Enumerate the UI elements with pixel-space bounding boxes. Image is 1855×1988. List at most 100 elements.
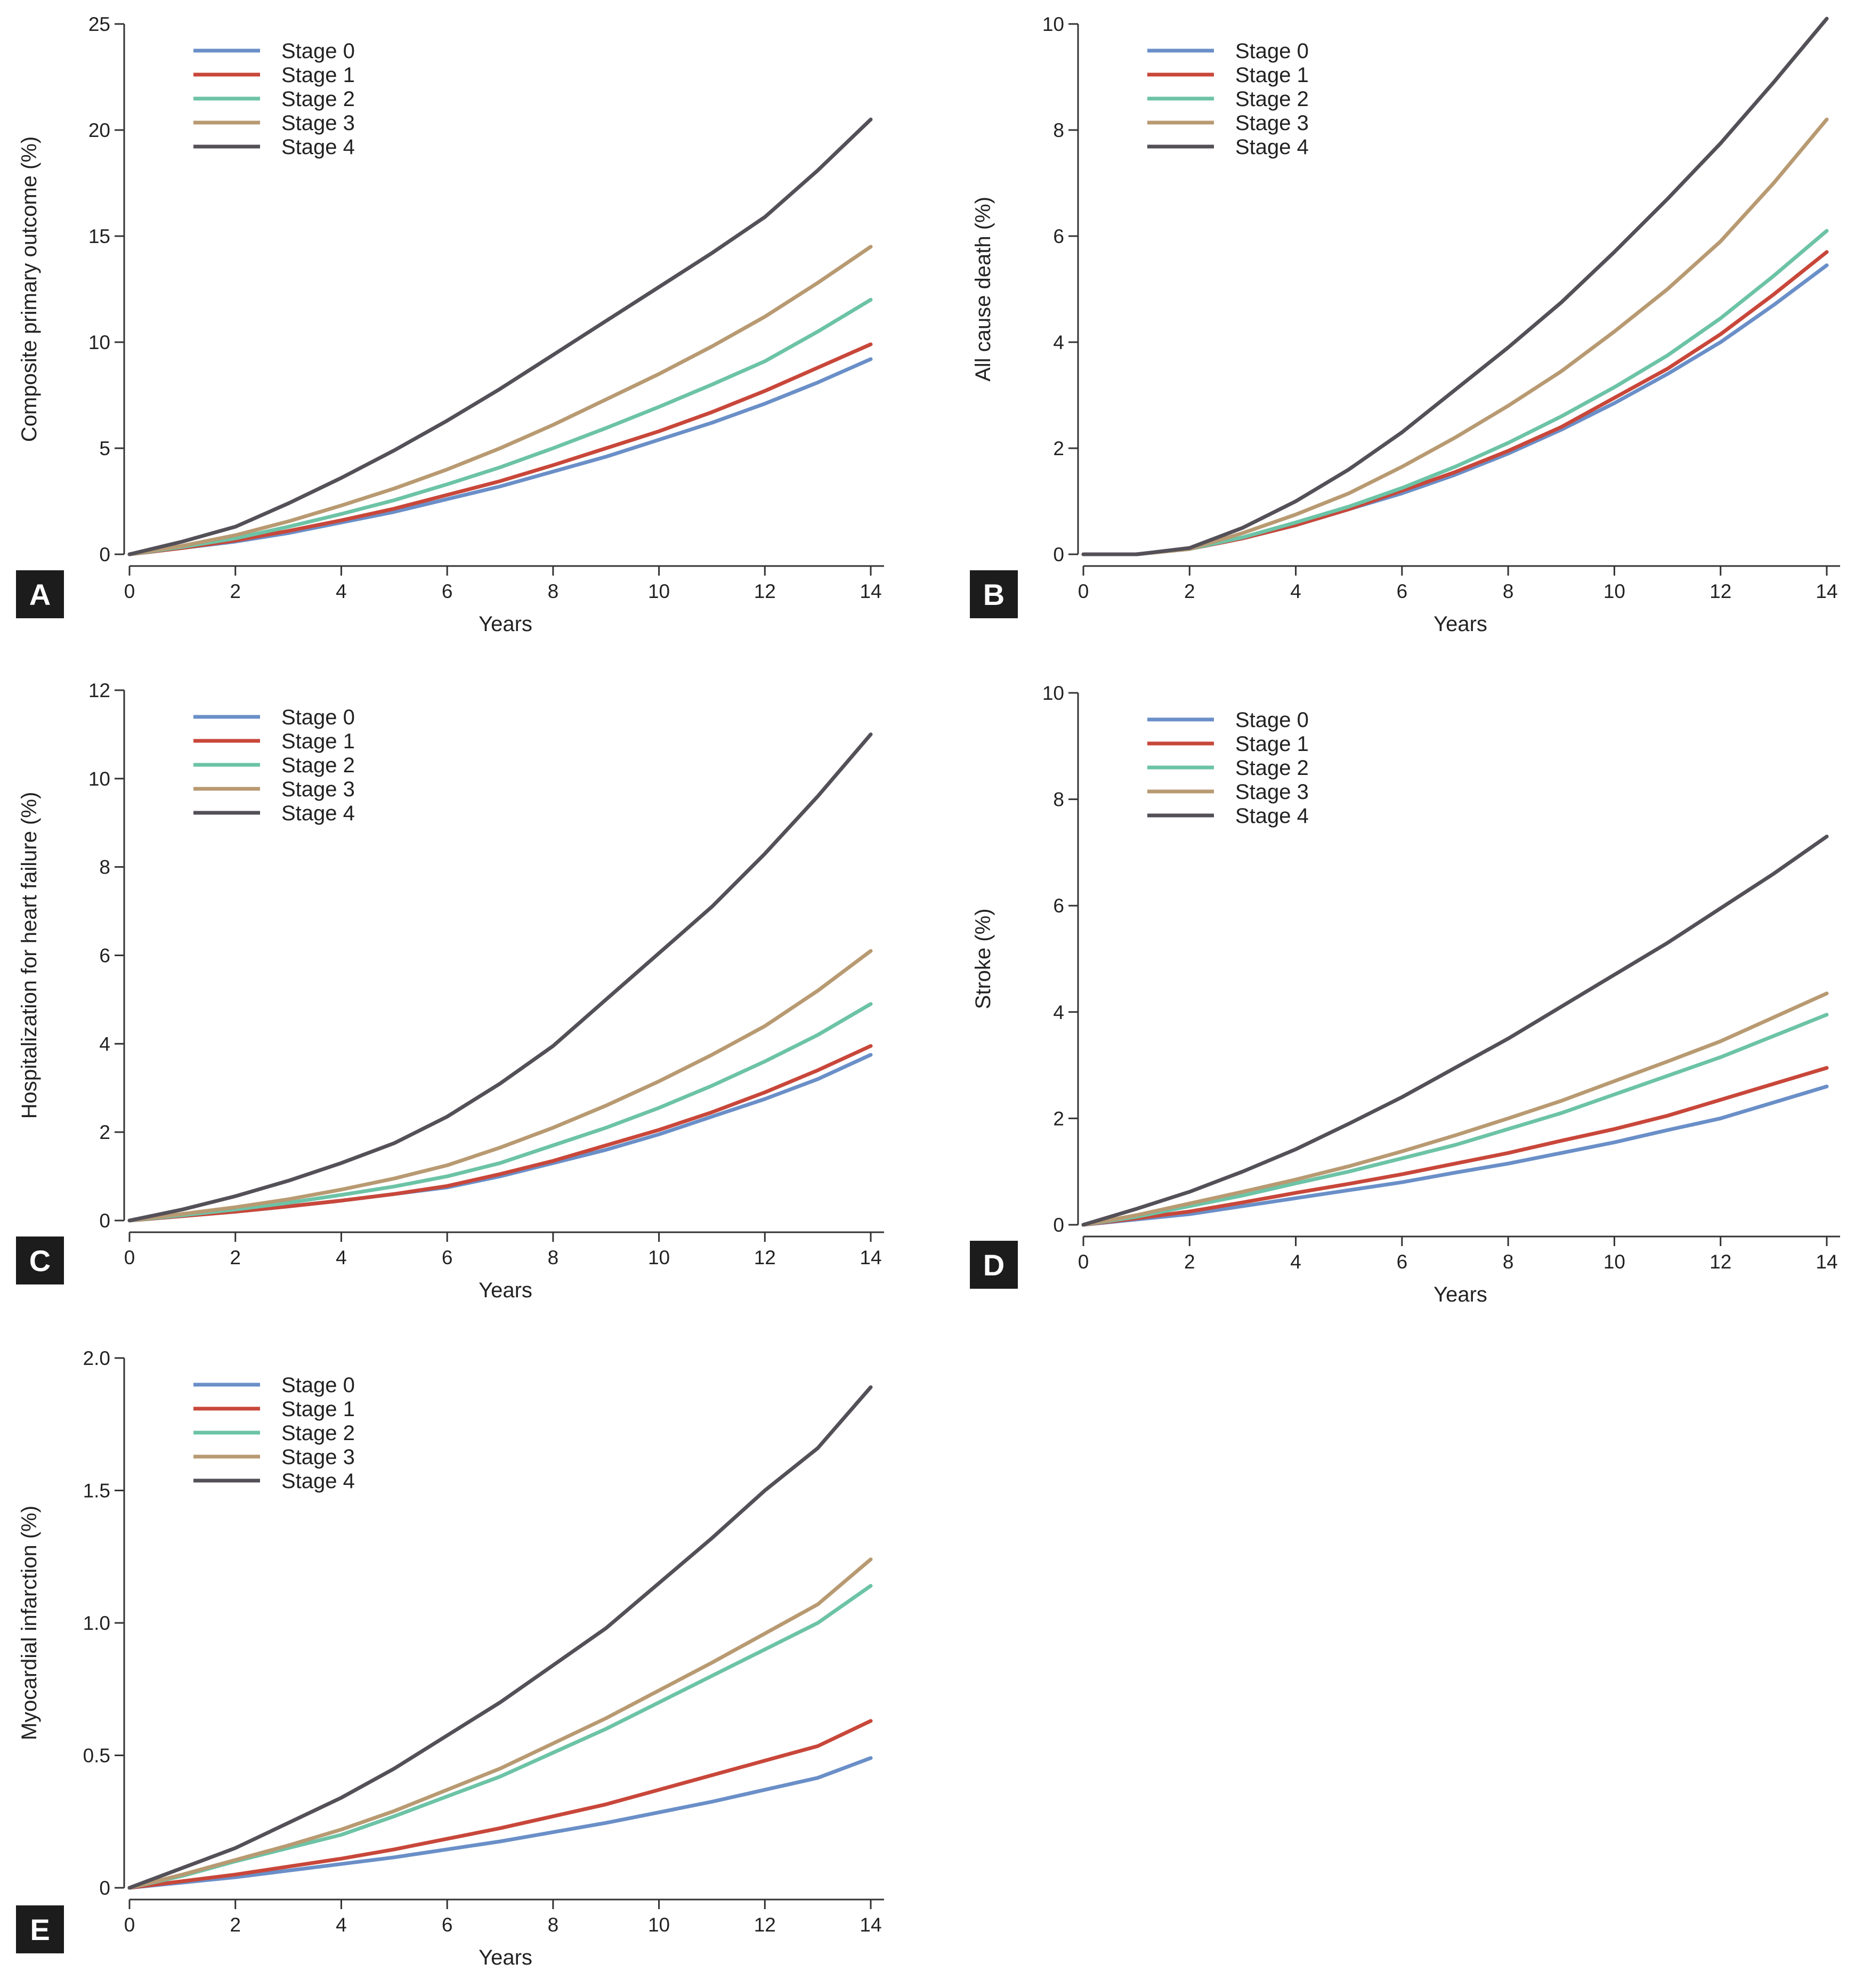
x-tick-label: 6 [442, 1914, 453, 1936]
legend-label: Stage 2 [281, 87, 355, 111]
series-line-stage-1 [1081, 250, 1829, 556]
series-line-stage-3 [127, 245, 873, 556]
x-tick-label: 0 [124, 1247, 135, 1268]
series-line-stage-0 [1081, 263, 1829, 556]
legend-label: Stage 2 [1235, 87, 1309, 111]
x-axis-title: Years [479, 612, 532, 636]
x-tick-label: 14 [860, 580, 881, 602]
legend-label: Stage 4 [281, 135, 355, 159]
series-line-stage-1 [127, 1719, 873, 1890]
panel-letter-badge [16, 1905, 64, 1953]
y-tick-label: 0.5 [83, 1745, 110, 1767]
x-tick-label: 14 [860, 1914, 881, 1936]
x-tick-label: 6 [1397, 1251, 1408, 1273]
panel-letter: D [983, 1248, 1005, 1282]
y-tick-label: 2.0 [83, 1347, 110, 1369]
panel-letter-badge [16, 1237, 64, 1284]
x-tick-label: 8 [1503, 1251, 1514, 1273]
series-line-stage-2 [127, 297, 873, 556]
x-axis-title: Years [479, 1946, 532, 1969]
y-tick-label: 4 [99, 1033, 110, 1055]
series-line-stage-2 [1081, 1013, 1829, 1227]
x-tick-label: 12 [754, 580, 776, 602]
legend-label: Stage 1 [281, 730, 355, 753]
y-axis-title: Stroke (%) [971, 909, 995, 1009]
y-tick-label: 0 [99, 544, 110, 565]
legend-label: Stage 1 [1235, 63, 1309, 87]
x-tick-label: 2 [230, 580, 241, 602]
series-line-stage-4 [127, 117, 873, 556]
series-line-stage-3 [1081, 117, 1829, 556]
y-tick-label: 0 [99, 1210, 110, 1232]
x-axis-title: Years [479, 1279, 532, 1302]
y-tick-label: 10 [1042, 682, 1064, 704]
legend-label: Stage 4 [281, 1469, 355, 1493]
series-line-stage-4 [127, 1385, 873, 1890]
x-tick-label: 6 [1397, 580, 1408, 602]
y-tick-label: 10 [88, 768, 110, 790]
legend-label: Stage 2 [1235, 756, 1309, 780]
x-tick-label: 14 [1816, 580, 1837, 602]
y-tick-label: 4 [1053, 1001, 1064, 1023]
x-tick-label: 0 [124, 1914, 135, 1936]
y-tick-label: 6 [99, 945, 110, 967]
series-line-stage-4 [127, 732, 873, 1223]
y-tick-label: 15 [88, 225, 110, 247]
x-tick-label: 4 [336, 580, 347, 602]
series-line-stage-1 [127, 1044, 873, 1223]
y-tick-label: 2 [99, 1121, 110, 1143]
y-tick-label: 8 [1053, 119, 1064, 141]
y-axis-title: Myocardial infarction (%) [18, 1506, 41, 1740]
y-tick-label: 20 [88, 119, 110, 141]
series-line-stage-2 [127, 1002, 873, 1223]
legend-label: Stage 3 [1235, 111, 1309, 135]
x-tick-label: 2 [1184, 1251, 1195, 1273]
panel-E: 0 0.5 1.0 1.5 2.0 0 2 4 6 8 10 12 14 Years Myocardial … [16, 1347, 884, 1969]
series-line-stage-3 [127, 949, 873, 1223]
legend-label: Stage 0 [1235, 708, 1309, 732]
legend-label: Stage 2 [281, 1421, 355, 1445]
series-line-stage-0 [1081, 1085, 1829, 1227]
panel-B: 0 2 4 6 8 10 0 2 4 6 8 10 12 14 Years All cause death (… [970, 13, 1840, 636]
y-tick-label: 4 [1053, 332, 1064, 353]
legend-label: Stage 4 [1235, 804, 1309, 828]
x-tick-label: 4 [1290, 580, 1301, 602]
panel-A: 0 5 10 15 20 25 0 2 4 6 8 10 12 14 Years Composite prim… [16, 13, 884, 636]
series-line-stage-3 [127, 1557, 873, 1890]
panel-letter-badge [970, 570, 1018, 618]
legend-label: Stage 0 [281, 706, 355, 729]
x-tick-label: 12 [1710, 1251, 1731, 1273]
y-tick-label: 0 [99, 1877, 110, 1899]
legend-label: Stage 0 [1235, 39, 1309, 63]
y-tick-label: 1.0 [83, 1612, 110, 1634]
y-tick-label: 5 [99, 438, 110, 459]
x-tick-label: 12 [1710, 580, 1731, 602]
legend-label: Stage 1 [281, 63, 355, 87]
panel-letter-badge [16, 570, 64, 618]
y-tick-label: 2 [1053, 1108, 1064, 1129]
x-tick-label: 2 [1184, 580, 1195, 602]
y-tick-label: 6 [1053, 225, 1064, 247]
panel-letter: B [983, 578, 1005, 611]
x-tick-label: 2 [230, 1914, 241, 1936]
y-tick-label: 1.5 [83, 1480, 110, 1502]
x-tick-label: 8 [548, 1247, 559, 1268]
series-line-stage-1 [127, 342, 873, 556]
series-line-stage-0 [127, 1756, 873, 1890]
series-line-stage-4 [1081, 17, 1829, 556]
x-tick-label: 14 [1816, 1251, 1837, 1273]
y-tick-label: 8 [99, 856, 110, 878]
x-tick-label: 6 [442, 580, 453, 602]
x-tick-label: 6 [442, 1247, 453, 1268]
legend-label: Stage 4 [281, 802, 355, 825]
x-axis-title: Years [1433, 612, 1487, 636]
series-line-stage-1 [1081, 1066, 1829, 1227]
series-line-stage-4 [1081, 835, 1829, 1227]
panel-letter-badge [970, 1241, 1018, 1289]
legend-label: Stage 3 [281, 111, 355, 135]
x-tick-label: 10 [648, 580, 670, 602]
legend-label: Stage 2 [281, 754, 355, 777]
y-tick-label: 2 [1053, 438, 1064, 459]
x-tick-label: 2 [230, 1247, 241, 1268]
